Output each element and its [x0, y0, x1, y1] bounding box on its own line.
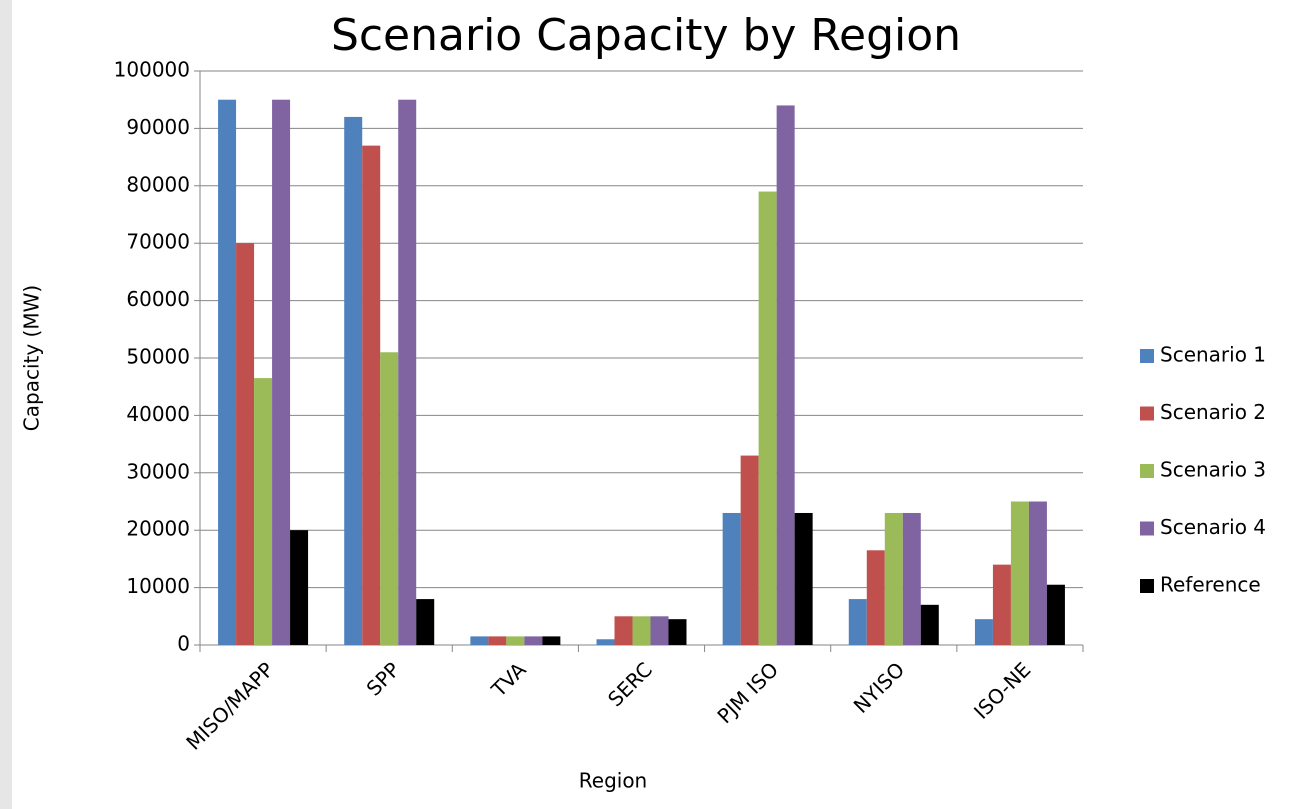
y-tick-label: 70000	[126, 230, 190, 254]
y-tick-label: 30000	[126, 459, 190, 483]
bar	[416, 599, 435, 645]
bar	[902, 512, 921, 645]
legend-label: Scenario 3	[1160, 458, 1266, 482]
y-axis-label: Capacity (MW)	[20, 285, 44, 431]
bar	[650, 616, 669, 645]
bar	[218, 99, 237, 645]
bar	[992, 564, 1011, 645]
chart-title: Scenario Capacity by Region	[331, 10, 961, 61]
bar	[542, 636, 561, 645]
legend-label: Scenario 2	[1160, 400, 1266, 424]
bar	[524, 636, 543, 645]
bar	[470, 636, 489, 645]
bar	[506, 636, 525, 645]
y-tick-label: 40000	[126, 402, 190, 426]
legend-label: Scenario 1	[1160, 343, 1266, 367]
bar	[758, 191, 777, 646]
bar	[1028, 501, 1047, 645]
bar	[848, 599, 867, 645]
legend-swatch	[1140, 464, 1154, 478]
bar	[668, 619, 687, 645]
bar	[722, 512, 741, 645]
x-tick-label: NYISO	[849, 657, 909, 717]
legend-swatch	[1140, 521, 1154, 536]
bar	[236, 243, 255, 645]
x-axis-label: Region	[579, 769, 647, 793]
bar	[920, 604, 939, 645]
y-tick-label: 50000	[126, 345, 190, 369]
bar	[272, 99, 291, 645]
y-tick-label: 0	[177, 632, 190, 656]
bar	[866, 550, 885, 645]
bar	[398, 99, 417, 645]
bar	[488, 636, 507, 645]
bar	[740, 455, 759, 645]
bar	[884, 512, 903, 645]
legend-swatch	[1140, 406, 1154, 421]
bar	[362, 145, 381, 645]
x-tick-label: MISO/MAPP	[181, 657, 278, 754]
bar	[254, 378, 273, 645]
x-tick-label: SERC	[603, 657, 657, 711]
bar	[1010, 501, 1029, 645]
y-tick-label: 90000	[126, 115, 190, 139]
side-strip	[0, 0, 12, 809]
bar	[290, 530, 309, 645]
legend-label: Reference	[1160, 573, 1261, 597]
y-tick-label: 80000	[126, 172, 190, 196]
bar	[632, 616, 651, 645]
bar	[614, 616, 633, 645]
x-tick-label: SPP	[362, 657, 405, 700]
legend-swatch	[1140, 579, 1154, 593]
y-tick-label: 10000	[126, 574, 190, 598]
y-tick-label: 100000	[114, 58, 190, 82]
bar	[794, 512, 813, 645]
y-tick-label: 60000	[126, 287, 190, 311]
x-tick-label: ISO-NE	[969, 657, 1035, 723]
x-tick-label: TVA	[486, 657, 531, 702]
bar	[974, 619, 993, 645]
bar	[776, 105, 795, 645]
x-tick-label: PJM ISO	[712, 657, 783, 728]
bar	[596, 639, 615, 645]
bar	[344, 116, 363, 646]
legend-label: Scenario 4	[1160, 515, 1266, 539]
legend-swatch	[1140, 349, 1154, 363]
y-tick-label: 20000	[126, 517, 190, 541]
bar	[1046, 584, 1065, 645]
bar	[380, 352, 399, 645]
